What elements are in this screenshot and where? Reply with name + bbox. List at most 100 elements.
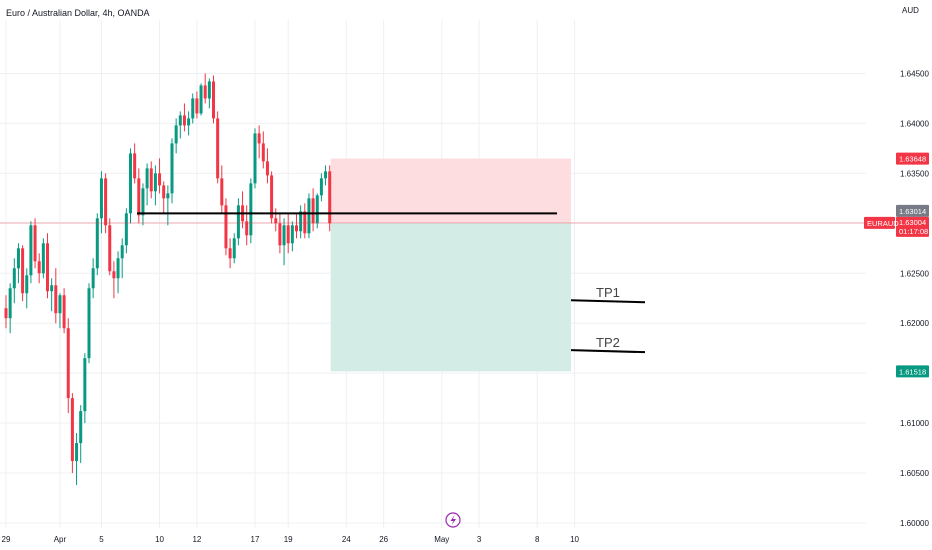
candle-body <box>286 225 290 244</box>
candle-body <box>307 198 311 234</box>
candle-body <box>224 205 228 249</box>
candle-body <box>46 243 49 292</box>
candle-body <box>50 285 54 292</box>
symbol-tag: EURAUD <box>864 216 899 229</box>
candle-body <box>33 225 37 262</box>
candle-body <box>162 185 166 199</box>
candle-body <box>203 85 207 99</box>
candle-body <box>108 225 112 272</box>
candle-body <box>319 178 323 196</box>
candle-body <box>112 271 116 279</box>
y-tick-label: 1.60000 <box>900 519 929 528</box>
target-price-label: 1.61518 <box>899 367 926 376</box>
stop-price-tag: 1.63648 <box>896 152 929 165</box>
stop-loss-zone[interactable] <box>330 158 571 223</box>
candle-body <box>232 238 236 259</box>
candle-body <box>178 115 182 126</box>
candle-body <box>158 173 162 186</box>
candle-body <box>212 81 215 119</box>
x-tick-label: 12 <box>192 535 201 544</box>
candle-body <box>29 225 33 276</box>
candle-body <box>290 225 294 244</box>
bar-countdown: 01:17:08 <box>899 227 928 236</box>
lightning-icon[interactable] <box>445 512 461 528</box>
tp2-label: TP2 <box>596 335 620 350</box>
candle-body <box>116 258 120 279</box>
x-tick-label: 5 <box>99 535 104 544</box>
candle-body <box>137 178 141 216</box>
candle-body <box>311 198 315 224</box>
candle-body <box>62 295 66 329</box>
candle-body <box>99 178 103 219</box>
candle-body <box>274 218 278 224</box>
candle-body <box>41 243 45 274</box>
last-close-label: 1.63014 <box>899 207 926 216</box>
currency-label: AUD <box>902 6 919 15</box>
candle-body <box>25 275 29 294</box>
candle-body <box>87 288 91 359</box>
candle-body <box>174 125 178 144</box>
candle-body <box>120 245 124 259</box>
candle-body <box>170 143 174 194</box>
candle-body <box>141 188 145 216</box>
x-tick-label: 10 <box>155 535 164 544</box>
tp2-line[interactable] <box>570 349 646 354</box>
y-tick-label: 1.62500 <box>900 269 929 278</box>
x-tick-label: 8 <box>535 535 540 544</box>
candle-body <box>8 288 12 319</box>
x-tick-label: Apr <box>54 535 67 544</box>
x-tick-label: 19 <box>284 535 293 544</box>
candle-body <box>236 205 240 239</box>
candles <box>4 73 332 486</box>
candle-body <box>12 268 16 289</box>
candle-body <box>328 171 332 224</box>
candle-body <box>58 295 62 314</box>
chart-title: Euro / Australian Dollar, 4h, OANDA <box>6 8 150 18</box>
x-tick-label: 10 <box>570 535 579 544</box>
y-tick-label: 1.64500 <box>900 69 929 78</box>
candle-body <box>21 248 25 294</box>
candle-body <box>145 168 149 189</box>
candle-body <box>265 161 269 176</box>
y-tick-label: 1.64000 <box>900 119 929 128</box>
candle-body <box>216 118 220 179</box>
candle-body <box>104 178 108 226</box>
candle-body <box>195 98 199 114</box>
candle-body <box>253 133 257 184</box>
candle-body <box>282 225 286 246</box>
y-tick-label: 1.61000 <box>900 419 929 428</box>
take-profit-zone[interactable] <box>330 222 571 372</box>
candle-body <box>228 248 232 259</box>
candle-body <box>299 211 303 232</box>
candle-body <box>70 398 74 462</box>
candle-body <box>66 328 70 399</box>
candle-body <box>324 171 328 179</box>
x-tick-label: 26 <box>379 535 388 544</box>
candle-body <box>129 153 132 214</box>
y-tick-label: 1.63500 <box>900 169 929 178</box>
candle-body <box>278 223 282 246</box>
candle-body <box>133 153 137 179</box>
candle-body <box>4 308 8 319</box>
candle-body <box>37 261 41 274</box>
candle-body <box>79 411 83 444</box>
candle-body <box>166 193 170 199</box>
last-close-tag: 1.63014 <box>896 204 929 217</box>
candle-body <box>257 133 261 144</box>
y-tick-label: 1.60500 <box>900 469 929 478</box>
candle-body <box>124 213 128 246</box>
x-tick-label: 3 <box>477 535 482 544</box>
tp1-label: TP1 <box>596 285 620 300</box>
price-axis[interactable]: 1.645001.640001.635001.630001.625001.620… <box>900 69 929 528</box>
time-axis[interactable]: 29 Apr 5 10 12 17 19 24 26 May 3 8 10 <box>2 535 580 544</box>
tp1-line[interactable] <box>570 299 646 304</box>
candle-body <box>54 285 58 314</box>
current-price-tag: 1.63004 01:17:08 <box>896 216 929 237</box>
candle-body <box>187 118 191 126</box>
candle-body <box>249 183 253 236</box>
target-price-tag: 1.61518 <box>896 365 929 378</box>
candle-body <box>149 168 153 192</box>
candle-body <box>261 143 265 162</box>
candle-body <box>75 443 79 462</box>
